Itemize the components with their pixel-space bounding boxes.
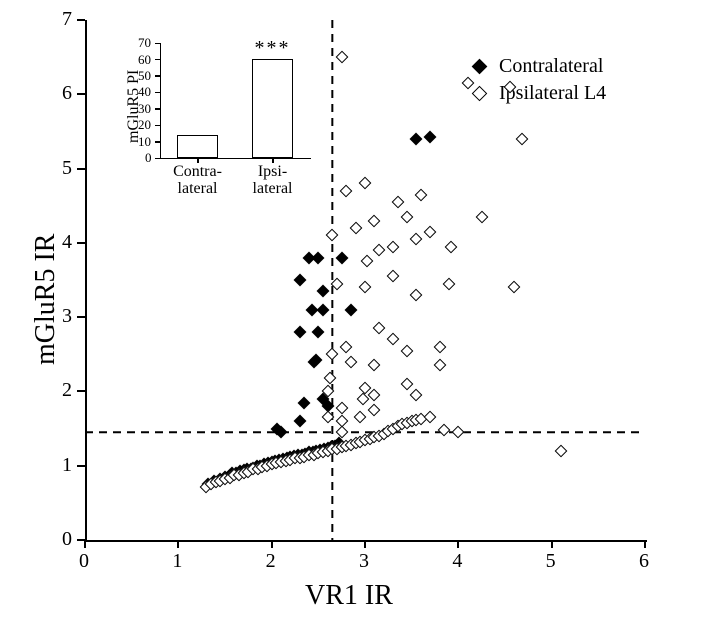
reference-line [0, 0, 720, 636]
scatter-figure: VR1 IR mGluR5 IR ContralateralIpsilatera… [0, 0, 720, 636]
